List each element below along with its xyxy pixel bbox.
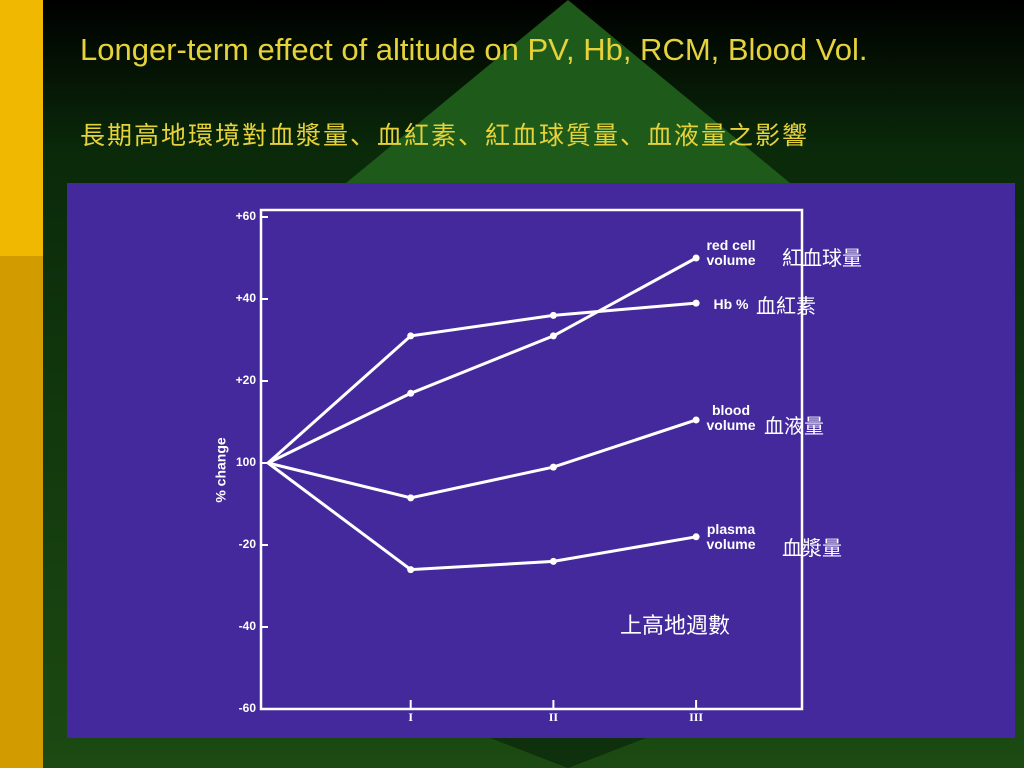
side-bar	[0, 256, 43, 768]
series-label: plasma volume	[706, 521, 756, 552]
data-point	[549, 557, 557, 565]
x-tick-label: II	[549, 710, 559, 724]
annotation: 血漿量	[782, 536, 842, 560]
decor-diamond	[490, 738, 646, 768]
series-line	[267, 461, 697, 572]
plot-frame	[259, 208, 804, 711]
y-tick-label: 100	[236, 455, 256, 469]
series-line	[267, 418, 697, 500]
data-point	[407, 332, 415, 340]
data-point	[692, 299, 700, 307]
y-tick-label: +20	[236, 373, 257, 387]
annotation: 血液量	[764, 414, 824, 438]
series-line	[267, 301, 697, 465]
y-tick-label: -40	[239, 619, 257, 633]
series-label: Hb %	[713, 296, 749, 312]
data-point	[549, 463, 557, 471]
data-point	[692, 416, 700, 424]
chart-image	[67, 183, 1015, 738]
data-point	[407, 494, 415, 502]
annotation: 血紅素	[756, 294, 816, 318]
title: Longer-term effect of altitude on PV, Hb…	[80, 32, 868, 67]
y-tick-label: +40	[236, 291, 257, 305]
data-point	[407, 389, 415, 397]
series-label: blood volume	[706, 402, 756, 433]
data-point	[549, 332, 557, 340]
data-point	[692, 254, 700, 262]
y-axis-label: % change	[213, 437, 229, 503]
x-tick-label: III	[689, 710, 703, 724]
subtitle: 長期高地環境對血漿量、血紅素、紅血球質量、血液量之影響	[80, 121, 810, 150]
x-axis-label: 上高地週數	[620, 614, 731, 639]
data-point	[549, 311, 557, 319]
y-tick-label: +60	[236, 209, 257, 223]
decor-diamond	[346, 0, 790, 183]
data-point	[407, 566, 415, 574]
annotation: 紅血球量	[782, 246, 862, 270]
series-label: red cell volume	[706, 237, 756, 268]
y-tick-label: -20	[239, 537, 257, 551]
data-point	[692, 533, 700, 541]
y-tick-label: -60	[239, 701, 257, 715]
series-line	[267, 256, 697, 465]
x-tick-label: I	[408, 710, 413, 724]
side-bar	[0, 0, 43, 256]
